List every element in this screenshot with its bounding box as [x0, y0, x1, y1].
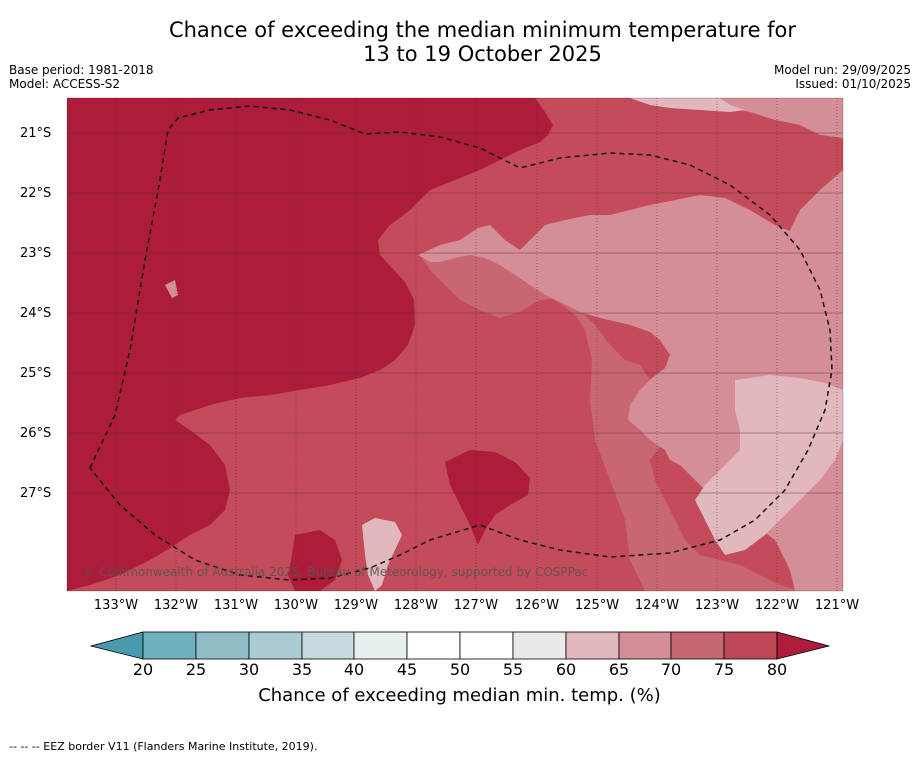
- colorbar-bin-35-40: [301, 631, 355, 660]
- model-run: Model run: 29/09/2025: [773, 63, 911, 77]
- colorbar-bin-65-70: [618, 631, 672, 660]
- lon-label: 122°W: [754, 598, 800, 613]
- map-plot-area: [67, 98, 843, 591]
- lat-label: 25°S: [20, 366, 52, 381]
- lat-label: 24°S: [20, 306, 52, 321]
- lat-label: 27°S: [20, 486, 52, 501]
- band-65-70-sw: [165, 280, 178, 298]
- meridians: [115, 98, 838, 591]
- band-70-75-east: [420, 98, 843, 591]
- map-title: Chance of exceeding the median minimum t…: [0, 18, 919, 66]
- lon-label: 126°W: [514, 598, 560, 613]
- colorbar-bin-25-30: [195, 631, 250, 660]
- colorbar: [89, 631, 831, 660]
- lon-label: 129°W: [333, 598, 379, 613]
- colorbar-bin-70-75: [670, 631, 725, 660]
- lon-label: 131°W: [213, 598, 259, 613]
- lon-label: 132°W: [153, 598, 199, 613]
- band-80-plus-south: [288, 530, 342, 591]
- eez-footnote: -- -- -- EEZ border V11 (Flanders Marine…: [9, 740, 318, 753]
- colorbar-tick: 80: [766, 660, 788, 679]
- colorbar-tick: 40: [343, 660, 365, 679]
- colorbar-tick: 25: [185, 660, 207, 679]
- lon-label: 133°W: [93, 598, 139, 613]
- band-80-plus: [67, 98, 553, 591]
- band-60-65-south: [362, 518, 402, 591]
- graticule: [67, 132, 843, 494]
- colorbar-tick: 65: [608, 660, 630, 679]
- lat-label: 23°S: [20, 246, 52, 261]
- colorbar-ticks: 20 25 30 35 40 45 50 55 60 65 70 75 80: [0, 660, 919, 682]
- base-period: Base period: 1981-2018: [9, 63, 154, 77]
- colorbar-bin-55-60: [512, 631, 567, 660]
- colorbar-tick: 70: [660, 660, 682, 679]
- band-80-plus-patch: [445, 450, 530, 545]
- colorbar-tick: 35: [291, 660, 313, 679]
- model-name: Model: ACCESS-S2: [9, 77, 121, 91]
- eez-border: [89, 105, 833, 581]
- colorbar-label: Chance of exceeding median min. temp. (%…: [258, 685, 661, 706]
- colorbar-arrow-high: [776, 631, 831, 660]
- colorbar-bin-30-35: [248, 631, 303, 660]
- lon-label: 127°W: [453, 598, 499, 613]
- colorbar-tick: 30: [238, 660, 260, 679]
- band-65-70-ne: [720, 98, 843, 138]
- lon-label: 130°W: [273, 598, 319, 613]
- colorbar-bin-75-80: [723, 631, 778, 660]
- copyright-text: © Commonwealth of Australia 2025, Bureau…: [83, 565, 589, 579]
- lat-label: 26°S: [20, 426, 52, 441]
- lon-label: 128°W: [393, 598, 439, 613]
- lat-label: 21°S: [20, 126, 52, 141]
- colorbar-tick: 45: [396, 660, 418, 679]
- colorbar-bin-50-55: [459, 631, 514, 660]
- meta-right: Model run: 29/09/2025 Issued: 01/10/2025: [774, 63, 911, 91]
- band-60-65-n: [630, 98, 745, 112]
- lon-label: 125°W: [574, 598, 620, 613]
- colorbar-tick: 20: [132, 660, 154, 679]
- title-line-1: Chance of exceeding the median minimum t…: [168, 18, 797, 42]
- colorbar-bin-40-45: [353, 631, 408, 660]
- colorbar-bin-45-50: [406, 631, 461, 660]
- lon-label: 124°W: [634, 598, 680, 613]
- map-frame: [66, 97, 844, 592]
- band-65-70-east: [790, 170, 843, 300]
- lon-label: 121°W: [814, 598, 860, 613]
- band-60-65: [695, 375, 843, 555]
- lon-label: 123°W: [694, 598, 740, 613]
- title-line-2: 13 to 19 October 2025: [363, 42, 602, 66]
- colorbar-tick: 75: [713, 660, 735, 679]
- colorbar-bin-20-25: [142, 631, 197, 660]
- colorbar-bin-60-65: [565, 631, 620, 660]
- issued-date: Issued: 01/10/2025: [795, 77, 911, 91]
- colorbar-arrow-low: [89, 631, 144, 660]
- meta-left: Base period: 1981-2018 Model: ACCESS-S2: [9, 63, 154, 91]
- colorbar-tick: 55: [502, 660, 524, 679]
- lat-label: 22°S: [20, 186, 52, 201]
- colorbar-tick: 60: [555, 660, 577, 679]
- colorbar-tick: 50: [449, 660, 471, 679]
